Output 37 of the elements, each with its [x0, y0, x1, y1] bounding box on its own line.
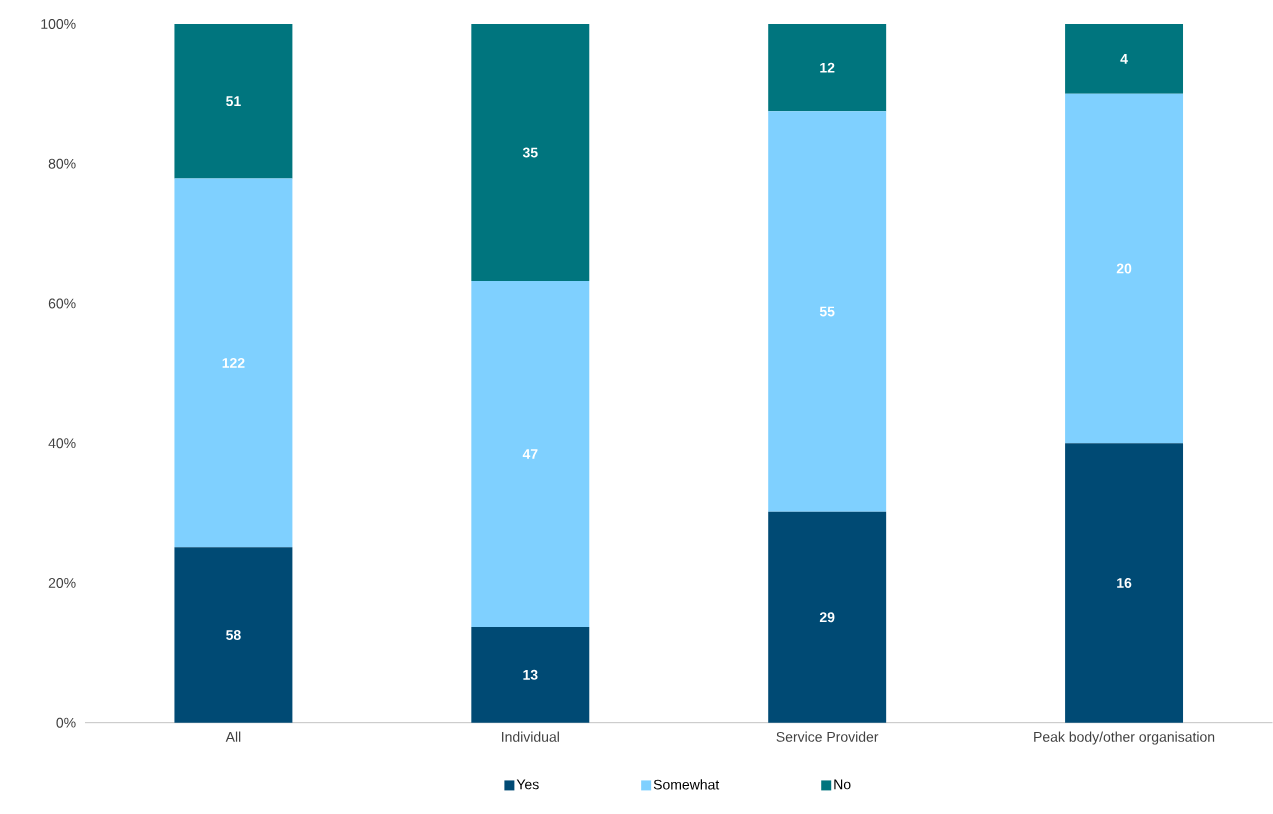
bar [768, 24, 887, 112]
y-tick-label: 40% [48, 438, 76, 449]
bar [471, 281, 590, 628]
bar [174, 24, 293, 179]
x-tick-label: All [225, 731, 241, 742]
annotation: 122 [222, 358, 245, 368]
annotation: 55 [819, 306, 835, 317]
bar [471, 627, 590, 723]
bar [768, 111, 887, 512]
y-tick-label: 80% [48, 158, 76, 169]
annotation: 35 [522, 147, 538, 158]
annotation: 51 [226, 96, 241, 107]
annotation: 13 [523, 670, 538, 680]
legend-label: No [834, 779, 851, 790]
bar [1065, 443, 1184, 723]
legend-label: Yes [516, 779, 539, 790]
x-tick-label: Service Provider [776, 731, 879, 743]
bar [1065, 24, 1184, 95]
x-tick-label: Peak body/other organisation [1034, 731, 1215, 745]
y-tick-label: 60% [48, 298, 76, 309]
x-tick-label: Individual [502, 731, 559, 743]
legend-label: Somewhat [653, 779, 720, 790]
y-tick-label: 0% [56, 717, 76, 728]
y-tick-label: 20% [48, 578, 76, 589]
annotation: 16 [1117, 578, 1132, 589]
bar [768, 511, 887, 723]
bar [1065, 94, 1184, 444]
annotation: 20 [1116, 263, 1132, 274]
bar [174, 547, 293, 723]
annotation: 29 [819, 612, 835, 623]
y-tick-label: 100% [41, 19, 76, 30]
annotation: 58 [226, 630, 241, 641]
bar [471, 24, 590, 282]
annotation: 4 [1120, 54, 1128, 64]
annotation: 12 [820, 62, 835, 73]
annotation: 47 [522, 449, 538, 460]
bar [174, 178, 293, 548]
